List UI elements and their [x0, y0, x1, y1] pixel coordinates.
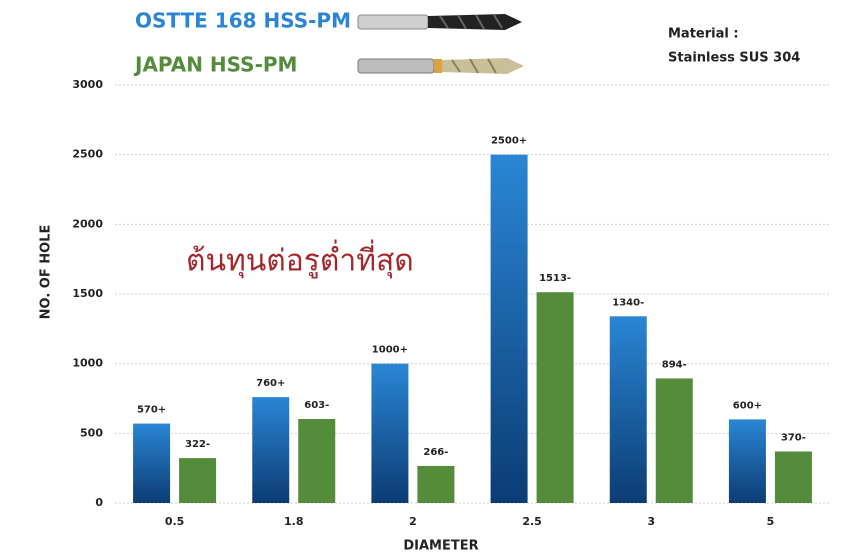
chart: Material : Stainless SUS 304 ต้นทุนต่อรู… [0, 0, 842, 560]
drill-icon-2 [358, 58, 524, 74]
x-tick-label: 2.5 [522, 515, 542, 528]
value-label: 1000+ [372, 345, 408, 356]
y-axis-label: NO. OF HOLE [39, 225, 54, 320]
value-label: 600+ [733, 400, 762, 411]
value-label: 2500+ [491, 136, 527, 147]
bar [537, 292, 574, 503]
annotation: Stainless SUS 304 [668, 51, 800, 66]
y-tick-label: 500 [80, 426, 103, 439]
bar [252, 397, 289, 503]
value-label: 603- [304, 400, 329, 411]
x-tick-label: 3 [647, 515, 655, 528]
bar [775, 451, 812, 503]
bar [179, 458, 216, 503]
bar [371, 364, 408, 503]
x-tick-label: 1.8 [284, 515, 304, 528]
value-label: 894- [662, 359, 687, 370]
y-tick-label: 3000 [72, 78, 103, 91]
value-label: 760+ [256, 378, 285, 389]
x-axis-label: DIAMETER [403, 539, 478, 554]
bar [298, 419, 335, 503]
legend-label: OSTTE 168 HSS-PM [135, 9, 351, 33]
annotation: ต้นทุนต่อรูต่ำที่สุด [186, 240, 414, 280]
x-tick-label: 0.5 [165, 515, 185, 528]
value-label: 266- [423, 447, 448, 458]
bar [729, 419, 766, 503]
bar [491, 155, 528, 503]
y-tick-label: 0 [95, 496, 103, 509]
y-tick-label: 1500 [72, 287, 103, 300]
bar [133, 424, 170, 503]
y-tick-label: 2500 [72, 148, 103, 161]
drill-icon-1 [358, 14, 522, 30]
x-tick-label: 5 [767, 515, 775, 528]
bar [610, 316, 647, 503]
y-tick-label: 2000 [72, 217, 103, 230]
value-label: 370- [781, 432, 806, 443]
annotation: Material : [668, 27, 739, 42]
value-label: 1513- [539, 273, 571, 284]
value-label: 1340- [612, 297, 644, 308]
bar [417, 466, 454, 503]
y-tick-label: 1000 [72, 357, 103, 370]
value-label: 322- [185, 439, 210, 450]
value-label: 570+ [137, 405, 166, 416]
x-tick-label: 2 [409, 515, 417, 528]
legend-label: JAPAN HSS-PM [133, 53, 297, 77]
bar [656, 378, 693, 503]
